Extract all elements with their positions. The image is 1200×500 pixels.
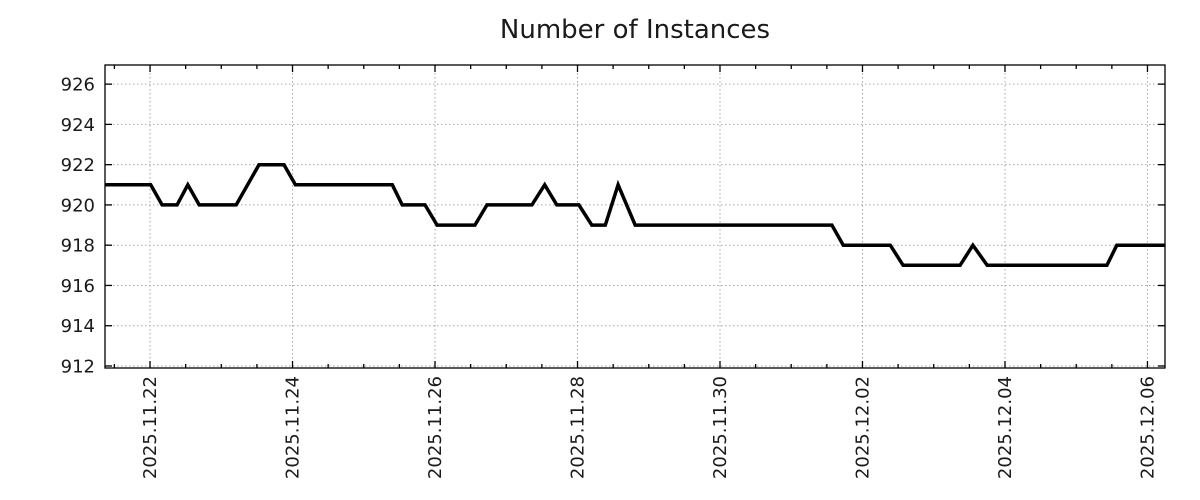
y-tick-label: 926 xyxy=(61,75,95,96)
series-layer xyxy=(105,162,1166,268)
series-line-instances xyxy=(105,162,1166,268)
y-tick-label: 920 xyxy=(61,195,95,216)
y-tick-label: 912 xyxy=(61,356,95,377)
y-tick-label: 914 xyxy=(61,316,95,337)
x-tick-label: 2025.12.06 xyxy=(1137,376,1158,479)
x-tick-label: 2025.11.30 xyxy=(710,376,731,479)
x-tick-label: 2025.11.22 xyxy=(140,376,161,479)
x-tick-label: 2025.11.24 xyxy=(283,376,304,479)
chart-title: Number of Instances xyxy=(500,15,770,45)
y-tick-label: 918 xyxy=(61,236,95,257)
x-tick-label: 2025.12.02 xyxy=(852,376,873,479)
label-layer: 912 914 916 918 920 922 924 926 2025.11.22 2025.1… xyxy=(61,75,1159,479)
y-tick-label: 916 xyxy=(61,276,95,297)
axis-layer xyxy=(104,64,1166,369)
x-tick-label: 2025.11.28 xyxy=(568,376,589,479)
grid-layer xyxy=(105,65,1165,368)
plot-border xyxy=(104,64,1166,369)
x-tick-label: 2025.11.26 xyxy=(425,376,446,479)
y-tick-label: 924 xyxy=(61,115,95,136)
y-tick-label: 922 xyxy=(61,155,95,176)
x-tick-label: 2025.12.04 xyxy=(995,376,1016,479)
